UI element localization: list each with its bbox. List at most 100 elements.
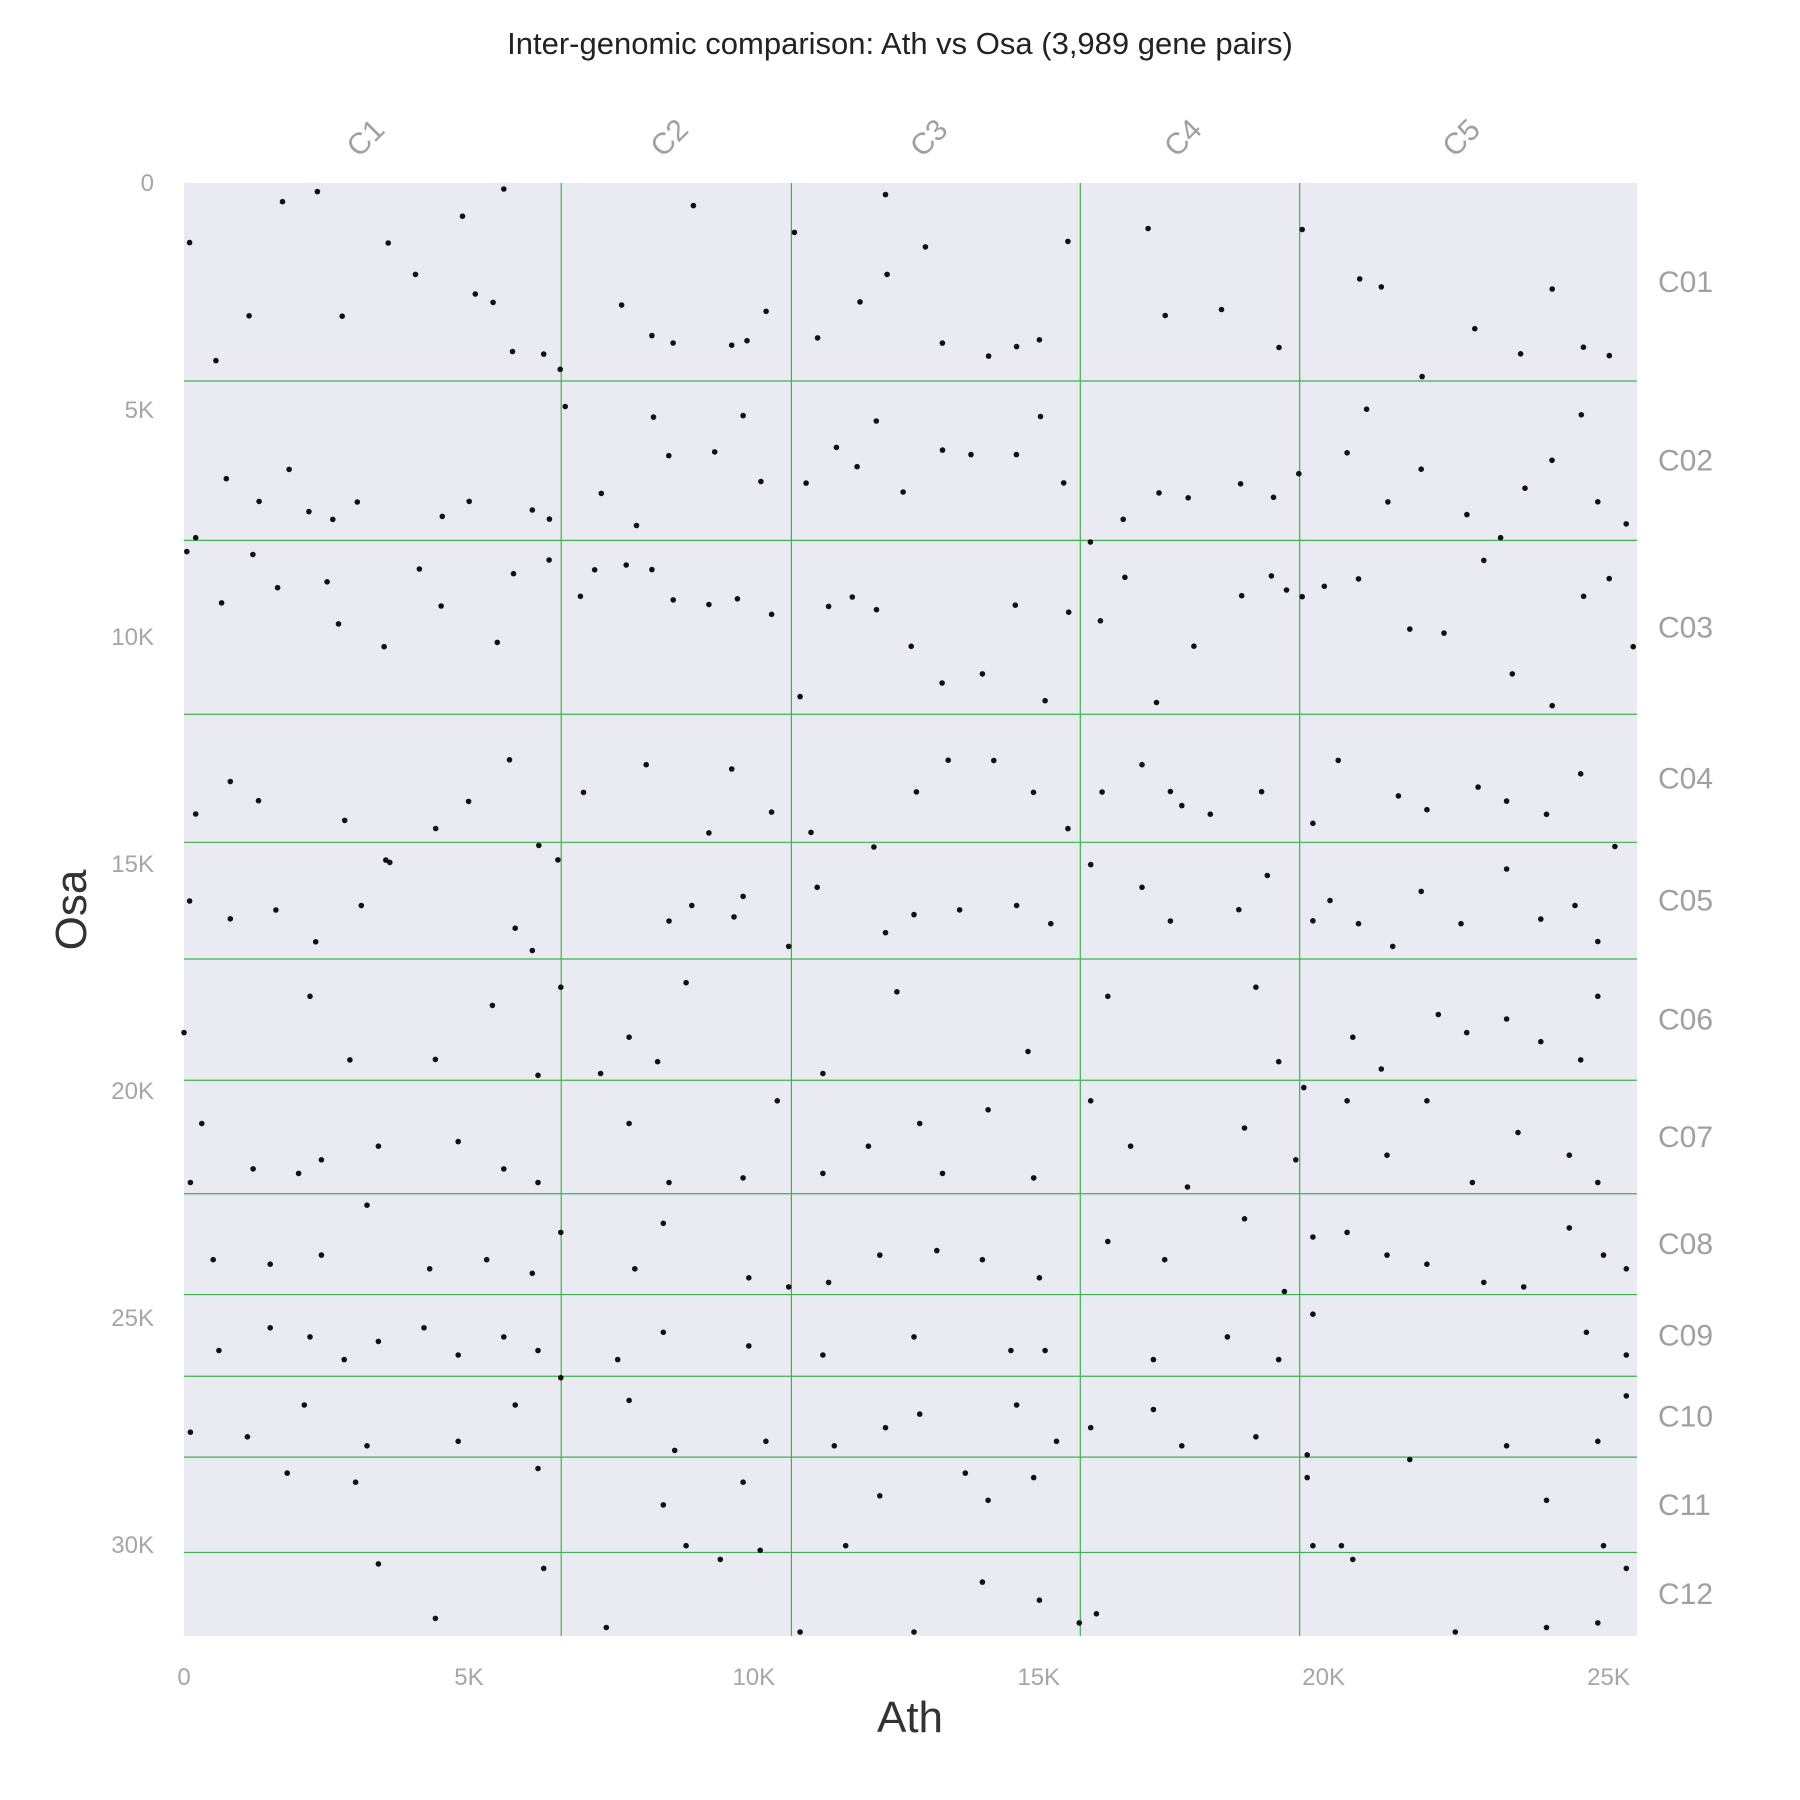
- gene-pair-point: [1281, 1288, 1288, 1295]
- gene-pair-point: [939, 1170, 946, 1177]
- gene-pair-point: [873, 606, 880, 613]
- gene-pair-point: [250, 1166, 256, 1172]
- gene-pair-point: [187, 1429, 194, 1435]
- gene-pair-point: [1179, 1443, 1185, 1449]
- gene-pair-point: [1395, 793, 1402, 799]
- gene-pair-point: [797, 1629, 803, 1635]
- gene-pair-point: [210, 1256, 216, 1263]
- gene-pair-point: [1344, 1229, 1350, 1236]
- gene-pair-point: [1356, 276, 1363, 282]
- gene-pair-point: [314, 188, 321, 195]
- gene-pair-point: [1310, 918, 1316, 924]
- gene-pair-point: [1327, 897, 1333, 904]
- gene-pair-point: [734, 596, 741, 602]
- gene-pair-point: [1167, 918, 1174, 924]
- gene-pair-point: [985, 353, 992, 359]
- gene-pair-point: [939, 340, 946, 346]
- gene-pair-point: [412, 271, 419, 278]
- y-chromosome-label: C08: [1658, 1228, 1713, 1261]
- gene-pair-point: [1191, 643, 1197, 649]
- gene-pair-point: [1503, 866, 1510, 872]
- gene-pair-point: [421, 1325, 427, 1331]
- gene-pair-point: [1036, 1597, 1043, 1603]
- x-chromosome-labels: C1 C2 C3 C4 C5: [341, 113, 1487, 163]
- gene-pair-point: [509, 348, 516, 355]
- gene-pair-point: [900, 489, 906, 495]
- x-tick-label: 0: [177, 1664, 190, 1691]
- gene-pair-point: [768, 611, 775, 618]
- gene-pair-point: [455, 1352, 462, 1358]
- gene-pair-point: [1150, 1356, 1157, 1363]
- gene-pair-point: [660, 1329, 667, 1336]
- gene-pair-point: [1452, 1629, 1459, 1635]
- gene-pair-point: [1013, 451, 1020, 458]
- gene-pair-point: [916, 1411, 923, 1417]
- gene-pair-point: [318, 1252, 325, 1258]
- gene-pair-point: [1304, 1474, 1310, 1481]
- gene-pair-point: [1623, 1266, 1630, 1272]
- gene-pair-point: [213, 357, 219, 364]
- gene-pair-point: [979, 1256, 986, 1263]
- gene-pair-point: [740, 893, 746, 900]
- gene-pair-point: [791, 229, 798, 236]
- gene-pair-point: [1595, 993, 1601, 1000]
- gene-pair-point: [267, 1261, 274, 1267]
- y-chromosome-label: C10: [1658, 1401, 1713, 1434]
- gene-pair-point: [768, 809, 775, 815]
- gene-pair-point: [1076, 1620, 1083, 1626]
- gene-pair-point: [717, 1556, 724, 1563]
- gene-pair-point: [1344, 1098, 1350, 1104]
- gene-pair-point: [871, 844, 877, 850]
- gene-pair-point: [1355, 920, 1362, 927]
- gene-pair-point: [494, 639, 501, 646]
- gene-pair-point: [256, 498, 262, 505]
- gene-pair-point: [598, 490, 605, 497]
- gene-pair-point: [1543, 1624, 1550, 1631]
- gene-pair-point: [911, 1629, 917, 1635]
- x-chromosome-label: C5: [1436, 113, 1486, 163]
- gene-pair-point: [301, 1402, 308, 1408]
- gene-pair-point: [1595, 1620, 1601, 1626]
- gene-pair-point: [825, 603, 832, 610]
- gene-pair-point: [913, 789, 920, 795]
- gene-pair-point: [683, 1542, 689, 1549]
- gene-pair-point: [1270, 494, 1277, 501]
- gene-pair-point: [501, 1334, 507, 1340]
- gene-pair-point: [483, 1256, 490, 1263]
- gene-pair-point: [375, 1338, 382, 1345]
- gene-pair-point: [632, 1266, 638, 1272]
- gene-pair-point: [459, 213, 466, 219]
- gene-pair-point: [1087, 1424, 1094, 1431]
- gene-pair-point: [979, 1579, 986, 1585]
- gene-pair-point: [1515, 1129, 1521, 1136]
- gene-pair-point: [1025, 1048, 1031, 1055]
- x-chromosome-label: C1: [341, 113, 391, 163]
- gene-pair-point: [192, 811, 199, 817]
- gene-pair-point: [1105, 993, 1111, 1000]
- gene-pair-point: [546, 516, 553, 522]
- gene-pair-point: [540, 351, 547, 357]
- gene-pair-point: [358, 902, 365, 909]
- gene-pair-point: [1150, 1406, 1157, 1413]
- y-tick-label: 10K: [111, 624, 154, 651]
- gene-pair-point: [618, 302, 625, 308]
- gene-pair-points: [181, 186, 1636, 1635]
- gene-pair-point: [873, 418, 880, 424]
- gene-pair-point: [426, 1266, 433, 1272]
- y-axis-title: Osa: [47, 869, 96, 950]
- gene-pair-point: [1549, 286, 1555, 292]
- gene-pair-point: [908, 643, 914, 650]
- gene-pair-point: [352, 1479, 359, 1485]
- gene-pair-point: [557, 366, 563, 373]
- gene-pair-point: [1580, 344, 1587, 351]
- gene-pair-point: [562, 403, 568, 410]
- gene-pair-point: [1030, 789, 1037, 796]
- y-chromosome-label: C12: [1658, 1578, 1713, 1611]
- gene-pair-point: [814, 335, 821, 341]
- gene-pair-point: [1037, 413, 1044, 420]
- gene-pair-point: [1389, 943, 1396, 950]
- gene-pair-point: [1065, 609, 1072, 615]
- gene-pair-point: [1053, 1438, 1060, 1445]
- gene-pair-point: [416, 566, 423, 572]
